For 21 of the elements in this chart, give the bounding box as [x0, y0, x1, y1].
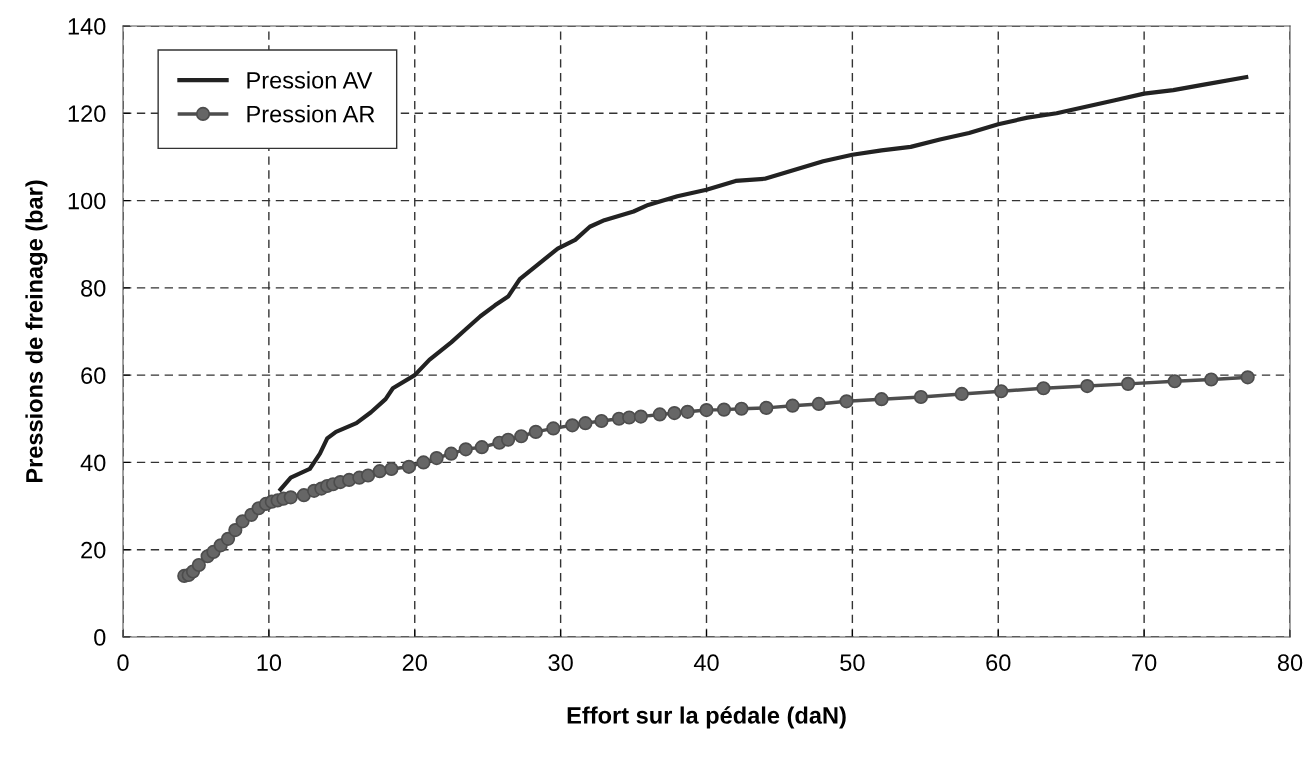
- y-tick-label: 40: [80, 454, 106, 472]
- x-tick-label: 20: [402, 654, 427, 672]
- y-tick-label: 20: [81, 541, 106, 559]
- x-tick-label: 60: [986, 654, 1011, 672]
- legend-label: Pression AR: [247, 105, 375, 123]
- y-tick-label: 0: [94, 629, 106, 646]
- x-tick-label: 10: [257, 654, 282, 672]
- x-tick-label: 80: [1277, 654, 1303, 672]
- x-axis-title: Effort sur la pédale (daN): [567, 706, 846, 729]
- y-tick-label: 60: [81, 367, 106, 384]
- x-tick-label: 30: [548, 654, 573, 672]
- y-tick-label: 140: [68, 18, 106, 35]
- y-axis-title: Pressions de freinage (bar): [25, 180, 48, 483]
- x-tick-label: 70: [1132, 654, 1157, 672]
- y-tick-label: 100: [68, 192, 106, 210]
- x-tick-label: 40: [693, 654, 719, 672]
- legend-label: Pression AV: [247, 71, 373, 89]
- x-tick-label: 0: [117, 654, 129, 672]
- x-tick-label: 50: [840, 654, 865, 672]
- y-tick-label: 80: [81, 279, 106, 297]
- y-tick-label: 120: [68, 105, 106, 123]
